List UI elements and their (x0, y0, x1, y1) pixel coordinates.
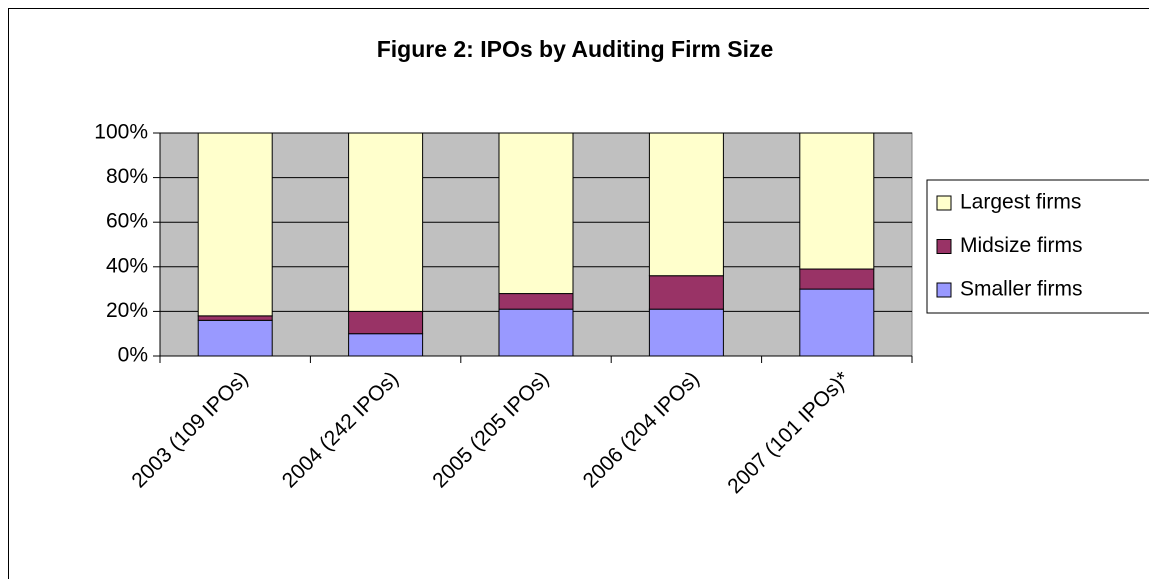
y-tick-label: 100% (94, 121, 148, 144)
y-tick-label: 40% (106, 254, 148, 277)
bar-segment (197, 315, 273, 321)
bar-segment (348, 310, 424, 335)
legend-label: Largest firms (960, 191, 1081, 214)
legend-label: Smaller firms (960, 278, 1083, 301)
y-tick-label: 20% (106, 299, 148, 322)
bar-segment (799, 132, 875, 270)
legend-swatch (936, 282, 952, 298)
legend-swatch (936, 239, 952, 254)
legend-swatch (936, 195, 952, 211)
bar-segment (648, 132, 724, 277)
y-tick-label: 0% (118, 344, 148, 367)
bar-segment (799, 268, 875, 290)
bar-segment (799, 288, 875, 357)
chart-border (8, 8, 1149, 579)
bar-segment (498, 308, 574, 357)
y-tick-label: 80% (106, 165, 148, 188)
bar-segment (498, 293, 574, 310)
bar-segment (197, 319, 273, 357)
bar-segment (498, 132, 574, 295)
bar-segment (348, 333, 424, 357)
legend-label: Midsize firms (960, 234, 1083, 257)
bar-segment (648, 275, 724, 310)
legend (926, 179, 1149, 314)
y-tick-label: 60% (106, 210, 148, 233)
chart-title: Figure 2: IPOs by Auditing Firm Size (377, 36, 774, 62)
bar-segment (197, 132, 273, 317)
bar-segment (348, 132, 424, 312)
bar-segment (648, 308, 724, 357)
